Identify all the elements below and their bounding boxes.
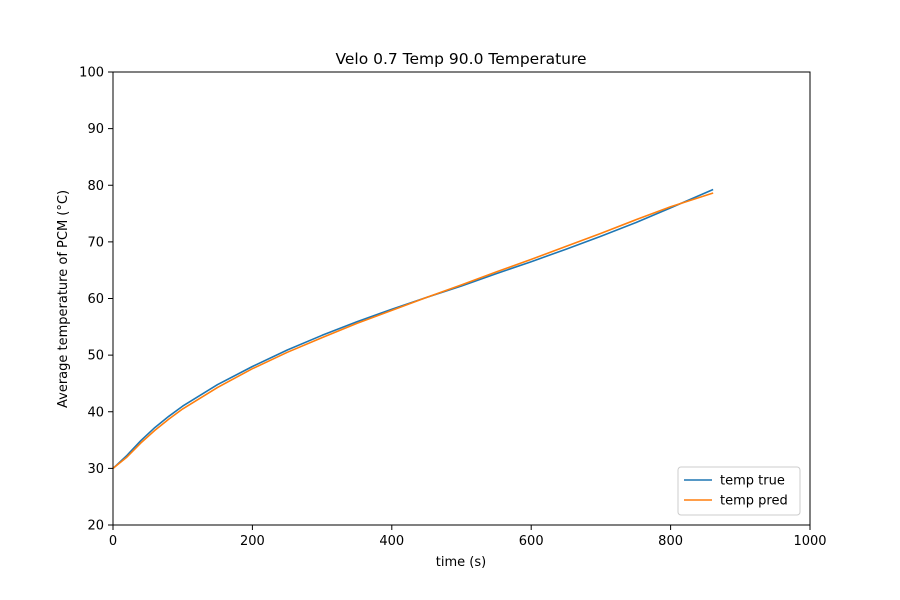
y-tick-label: 30 xyxy=(87,462,104,477)
x-tick-label: 800 xyxy=(658,534,683,549)
x-tick-label: 0 xyxy=(109,534,117,549)
y-tick-label: 50 xyxy=(87,349,104,364)
y-tick-label: 20 xyxy=(87,519,104,534)
x-tick-label: 200 xyxy=(240,534,265,549)
legend-label: temp pred xyxy=(720,494,788,509)
series-line-temp-pred xyxy=(111,192,714,470)
series-line-temp-true xyxy=(111,188,714,470)
y-tick-label: 70 xyxy=(87,235,104,250)
x-tick-label: 1000 xyxy=(793,534,826,549)
y-tick-label: 60 xyxy=(87,292,104,307)
y-tick-label: 40 xyxy=(87,405,104,420)
x-axis-ticks: 0 200 400 600 800 1000 xyxy=(109,525,827,549)
chart-title: Velo 0.7 Temp 90.0 Temperature xyxy=(335,50,586,68)
x-tick-label: 600 xyxy=(519,534,544,549)
plot-lines xyxy=(111,188,714,470)
y-axis-label: Average temperature of PCM (°C) xyxy=(56,190,71,408)
legend: temp true temp pred xyxy=(677,466,801,516)
x-tick-label: 400 xyxy=(379,534,404,549)
legend-label: temp true xyxy=(720,474,785,489)
y-axis-ticks: 20 30 40 50 60 70 80 90 100 xyxy=(79,66,113,534)
plot-frame xyxy=(112,71,811,526)
x-axis-label: time (s) xyxy=(436,555,486,570)
legend-box xyxy=(677,466,801,516)
y-tick-label: 90 xyxy=(87,122,104,137)
y-tick-label: 100 xyxy=(79,66,104,81)
y-tick-label: 80 xyxy=(87,179,104,194)
